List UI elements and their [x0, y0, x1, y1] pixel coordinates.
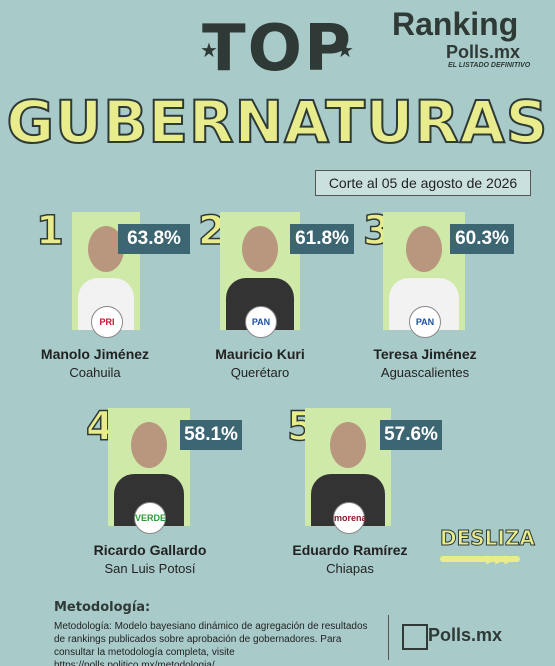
candidate-state: Chiapas: [326, 561, 374, 576]
logo-icon: [402, 624, 428, 650]
candidate-name: Manolo Jiménez: [40, 346, 150, 362]
candidate-state: San Luis Potosí: [104, 561, 196, 576]
divider: [388, 615, 389, 660]
title-top: TOP: [202, 12, 353, 86]
star: ★: [336, 40, 354, 62]
portrait: [242, 226, 278, 272]
candidate-state: Aguascalientes: [380, 365, 470, 380]
swipe-label[interactable]: DESLIZA: [440, 526, 536, 551]
party-logo: PAN: [409, 306, 441, 338]
candidate-state: Coahuila: [69, 365, 121, 380]
title-main: GUBERNATURAS: [5, 87, 549, 157]
candidate-name: Mauricio Kuri: [215, 346, 305, 362]
candidate-name: Ricardo Gallardo: [93, 542, 207, 558]
party-logo: PAN: [245, 306, 277, 338]
brand: Ranking: [392, 6, 519, 42]
approval-badge: 63.8%: [118, 224, 190, 254]
approval-badge: 61.8%: [290, 224, 354, 254]
brand-tag: EL LISTADO DEFINITIVO: [448, 62, 531, 69]
party-logo: PRI: [91, 306, 123, 338]
rank-number: 1: [35, 207, 64, 255]
candidate-state: Querétaro: [230, 365, 290, 380]
approval-badge: 58.1%: [180, 420, 242, 450]
candidate-name: Teresa Jiménez: [373, 346, 477, 362]
footer-heading: Metodología:: [54, 600, 151, 615]
approval-badge: 60.3%: [450, 224, 514, 254]
swipe-arrows: ▶▶▶: [486, 552, 514, 566]
star: ★: [200, 40, 218, 62]
brand-sub: Polls.mx: [446, 42, 521, 62]
footer-text: Metodología: Modelo bayesiano dinámico d…: [54, 621, 368, 666]
party-logo: VERDE: [134, 502, 166, 534]
portrait: [330, 422, 366, 468]
date-box: Corte al 05 de agosto de 2026: [315, 170, 531, 196]
party-logo: morena: [333, 502, 367, 534]
candidate-name: Eduardo Ramírez: [292, 542, 408, 558]
swipe-bar: [440, 556, 520, 562]
portrait: [406, 226, 442, 272]
portrait: [131, 422, 167, 468]
footer-logo: Polls.mx: [428, 625, 503, 645]
approval-badge: 57.6%: [380, 420, 442, 450]
